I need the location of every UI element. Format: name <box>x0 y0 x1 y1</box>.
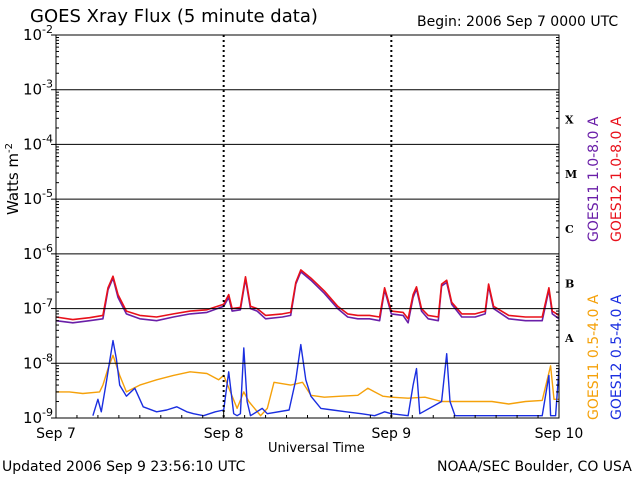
y-axis-label: Watts m-2 <box>4 142 22 215</box>
flare-class-X: X <box>565 113 574 126</box>
series-layer <box>55 269 560 417</box>
plot-frame <box>55 34 560 419</box>
flare-class-A: A <box>564 332 574 345</box>
y-tick-label-1e-2: 10-2 <box>23 23 53 44</box>
x-tick-label-2: Sep 9 <box>371 426 411 442</box>
series-line-goes12-0-5-4-0-a <box>92 339 560 417</box>
flare-class-M: M <box>565 168 577 181</box>
y-tick-label-1e-4: 10-4 <box>23 132 53 153</box>
series-line-goes11-0-5-4-0-a <box>56 354 559 417</box>
x-tick-label-1: Sep 8 <box>204 426 244 442</box>
x-tick-label-3: Sep 10 <box>535 426 584 442</box>
x-axis-label: Universal Time <box>268 441 365 456</box>
series-line-goes12-1-0-8-0-a <box>55 269 560 321</box>
x-tick-label-0: Sep 7 <box>36 426 76 442</box>
y-tick-label-1e-9: 10-9 <box>23 406 53 427</box>
flare-class-C: C <box>565 223 574 236</box>
updated-timestamp: Updated 2006 Sep 9 23:56:10 UTC <box>2 459 246 475</box>
legend-entry-goes12-0-5-4-0-a: GOES12 0.5-4.0 A <box>609 294 625 420</box>
chart-title: GOES Xray Flux (5 minute data) <box>30 6 318 27</box>
y-tick-label-1e-6: 10-6 <box>23 242 53 263</box>
y-tick-label-1e-3: 10-3 <box>23 78 53 99</box>
grid-layer <box>56 35 559 418</box>
legend-entry-goes12-1-0-8-0-a: GOES12 1.0-8.0 A <box>609 116 625 242</box>
begin-timestamp: Begin: 2006 Sep 7 0000 UTC <box>417 14 619 30</box>
y-tick-label-1e-8: 10-8 <box>23 351 53 372</box>
y-tick-label-1e-7: 10-7 <box>23 297 53 318</box>
y-tick-label-1e-5: 10-5 <box>23 187 53 208</box>
legend-entry-goes11-0-5-4-0-a: GOES11 0.5-4.0 A <box>586 294 602 420</box>
series-line-goes11-1-0-8-0-a <box>55 271 560 324</box>
legend-entry-goes11-1-0-8-0-a: GOES11 1.0-8.0 A <box>586 116 602 242</box>
source-credit: NOAA/SEC Boulder, CO USA <box>437 459 632 475</box>
flare-class-B: B <box>565 277 574 290</box>
